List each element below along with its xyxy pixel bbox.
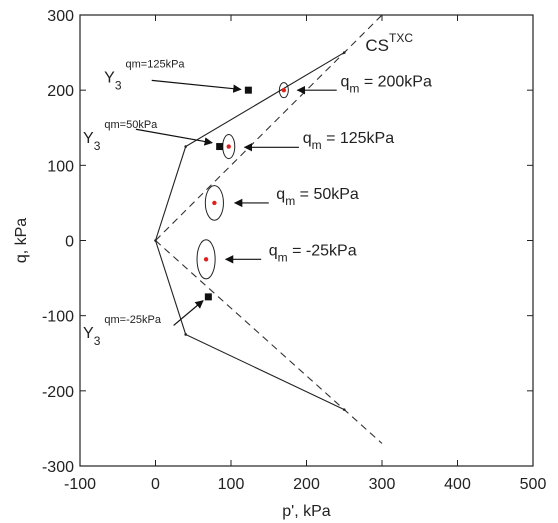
y-tick-label: 200 [47, 83, 74, 100]
qm-label-q: q [303, 130, 312, 147]
qm-label-q: q [276, 186, 285, 203]
y3-label-base: Y [104, 70, 115, 87]
y3-point [204, 293, 212, 301]
yield-surface-line [154, 52, 345, 411]
y3-label-base: Y [83, 325, 94, 342]
y-tick-label: -300 [42, 459, 74, 476]
y3-arrow [173, 300, 204, 326]
qm-label-sub: m [349, 81, 359, 95]
y-tick-label: 0 [65, 234, 74, 251]
qm-label: qm = -25kPa [269, 243, 357, 265]
yield-ellipse [196, 239, 216, 280]
y3-arrow [151, 79, 242, 93]
yield-surface-vertex [184, 333, 187, 336]
y3-point [244, 86, 252, 94]
ellipse-center-point [226, 144, 231, 149]
qm-label-sub: m [312, 138, 322, 152]
cs-label-base: CS [365, 36, 389, 55]
ellipse-center-point [212, 200, 217, 206]
plot-frame [79, 14, 534, 467]
yield-ellipse [278, 82, 289, 99]
qm-label: qm = 200kPa [340, 73, 432, 95]
qm-label: qm = 125kPa [303, 130, 395, 152]
y3-label-sup: qm=125kPa [126, 59, 186, 71]
qm-label-value: = 200kPa [359, 73, 432, 90]
yield-ellipse [204, 185, 224, 221]
y3-label: Y3qm=-25kPa [83, 314, 162, 348]
x-tick-label: 100 [218, 476, 245, 493]
y3-label-sub: 3 [94, 334, 101, 348]
yield-surface-vertex [184, 145, 187, 148]
x-tick-label: 500 [520, 476, 547, 493]
qm-label-value: = 50kPa [295, 186, 359, 203]
y-tick-label: 300 [47, 8, 74, 25]
y3-label: Y3 qm=125kPa [104, 59, 185, 93]
x-tick-label: 400 [444, 476, 471, 493]
y3-point [216, 143, 224, 151]
y-tick-label: -200 [42, 384, 74, 401]
x-tick-label: -100 [64, 476, 96, 493]
y3-label-base: Y [83, 130, 94, 147]
y3-label-sub: 3 [94, 139, 101, 153]
qm-label-sub: m [285, 194, 295, 208]
x-tick-label: 300 [369, 476, 396, 493]
y3-label-sub: 3 [115, 79, 122, 93]
cs-line-compression [155, 14, 383, 241]
x-tick-label: 200 [293, 476, 320, 493]
x-tick-label: 0 [151, 476, 160, 493]
qm-label-value: = -25kPa [288, 243, 357, 260]
yield-surface-vertex [342, 408, 346, 411]
ellipse-center-point [281, 87, 287, 93]
qm-label-q: q [269, 243, 278, 260]
qm-label: qm = 50kPa [276, 186, 359, 208]
y3-label: Y3qm=50kPa [83, 119, 158, 153]
yield-surface-vertex [342, 51, 346, 54]
qm-label-sub: m [278, 251, 288, 265]
cs-line-extension [155, 240, 383, 444]
y-tick-label: 100 [47, 158, 74, 175]
qm-label-q: q [340, 73, 349, 90]
qm-label-value: = 125kPa [322, 130, 395, 147]
cs-label-sup: TXC [389, 31, 413, 45]
y3-arrow [135, 128, 213, 146]
ellipse-center-point [203, 257, 209, 262]
cs-label: CSTXC [365, 31, 413, 55]
x-axis-label: p', kPa [282, 503, 331, 520]
y-axis-label: q, kPa [13, 218, 30, 263]
y-tick-label: -100 [42, 309, 74, 326]
y3-label-sup: qm=50kPa [104, 119, 158, 131]
y3-label-sup: qm=-25kPa [104, 314, 161, 326]
yield-surface-vertex [154, 239, 157, 242]
